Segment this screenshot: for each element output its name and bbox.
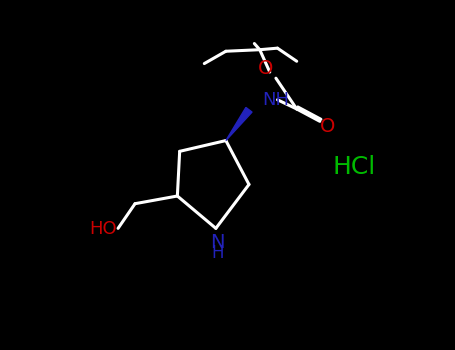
Text: O: O [258,60,273,78]
Text: N: N [210,233,225,252]
Text: H: H [211,244,224,262]
Text: O: O [320,117,335,136]
Polygon shape [226,107,252,141]
Text: HCl: HCl [333,155,376,179]
Text: HO: HO [89,220,116,238]
Text: NH: NH [262,91,289,109]
